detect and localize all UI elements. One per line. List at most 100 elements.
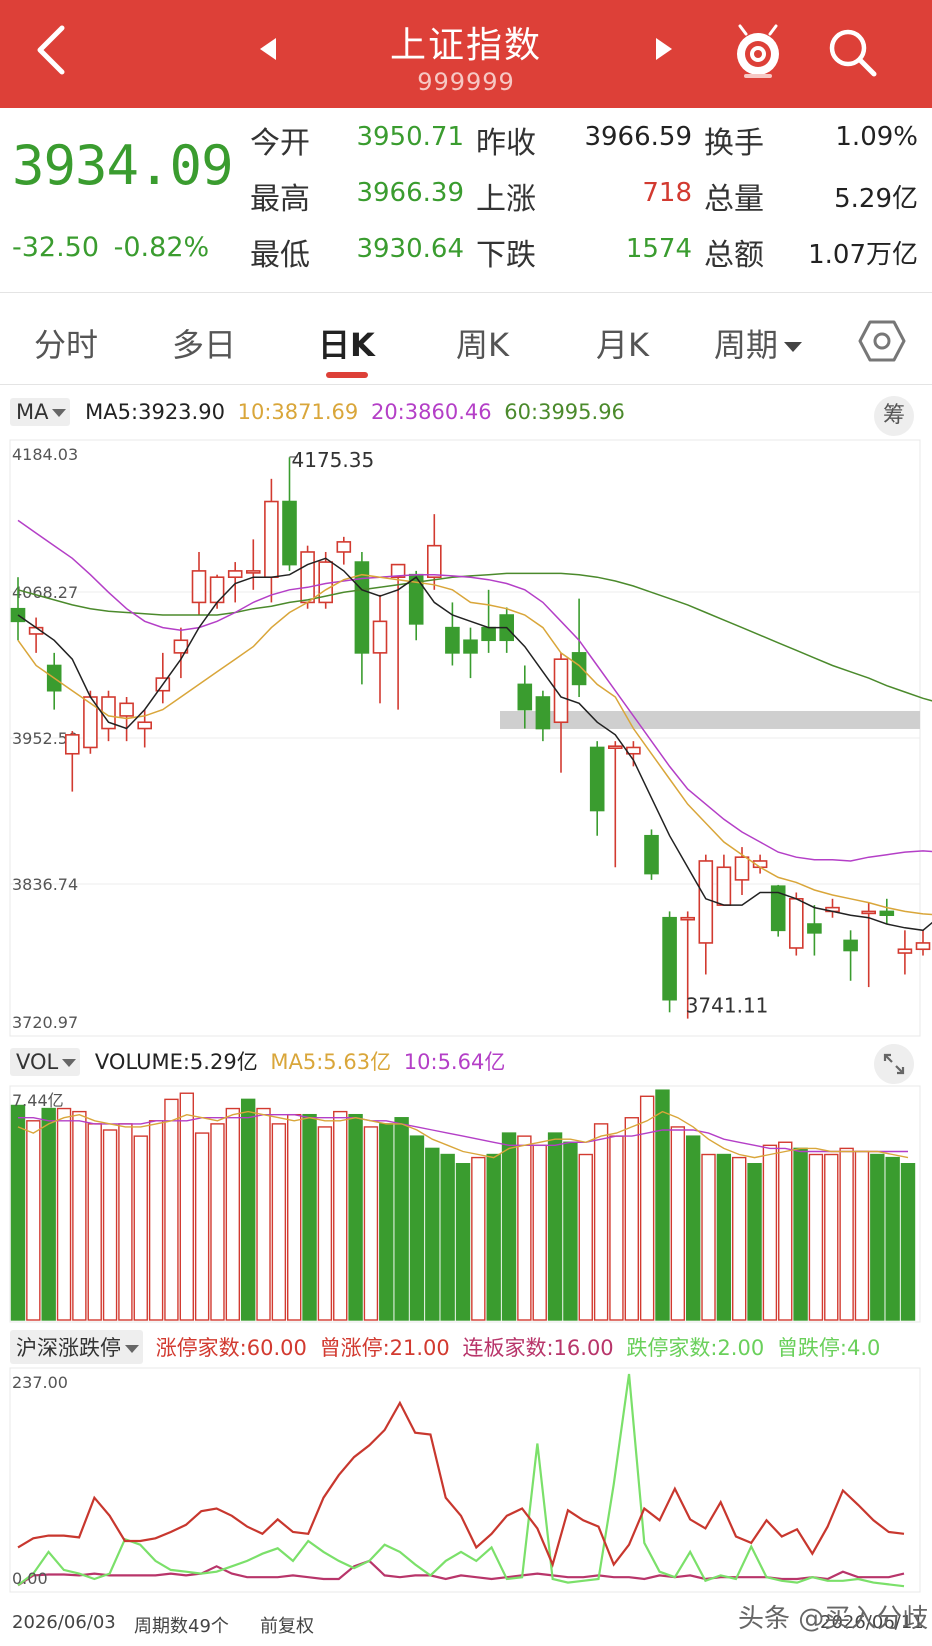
ma10-value: 10:3871.69 [237, 400, 359, 424]
ma60-line [17, 572, 932, 702]
candle-body [589, 746, 605, 812]
quote-value: 3966.59 [584, 122, 692, 152]
quote-label: 总量 [704, 182, 764, 217]
candle-body [119, 702, 134, 717]
volume-bar [701, 1153, 716, 1321]
volume-bar [72, 1110, 87, 1321]
volume-bar [179, 1092, 194, 1321]
quote-label: 今开 [250, 126, 310, 161]
volume-bar [471, 1156, 486, 1321]
candle-body [481, 626, 496, 642]
quote-panel: 3934.09 -32.50 -0.82% 今开 3950.71 昨收 3966.59… [0, 108, 932, 288]
quote-label: 总额 [704, 238, 764, 273]
candle-body [861, 910, 877, 915]
volume-bar [670, 1126, 686, 1321]
candle-body [300, 551, 315, 604]
candle-body [264, 500, 279, 579]
volume-value: VOLUME:5.29亿 [94, 1050, 258, 1074]
candle-body [282, 500, 297, 566]
candle-body [770, 885, 786, 932]
tab-multiday[interactable]: 多日 [172, 326, 237, 364]
volume-bar [732, 1156, 747, 1321]
candle-body [843, 939, 858, 952]
candle-body [445, 626, 460, 654]
tab-monthly-k[interactable]: 月K [596, 326, 649, 364]
page-title: 上证指数 [389, 25, 542, 66]
ma20-value: 20:3860.46 [370, 400, 492, 424]
tabs-divider [0, 384, 932, 385]
kline-chart[interactable]: 4184.03 4068.27 3952.50 3836.74 3720.97 4175.… [0, 436, 932, 1040]
ma5-line [17, 557, 932, 932]
high-price-label: 4175.35 [292, 448, 375, 472]
candle-body [463, 639, 478, 654]
period-tabs: 分时 多日 日K 周K 月K 周期 [0, 300, 932, 380]
quote-value: 1574 [625, 234, 692, 264]
volume-bar [379, 1123, 394, 1321]
low-price-label: 3741.11 [686, 994, 769, 1018]
header-bar: 上证指数 999999 [0, 0, 932, 108]
limit-selector[interactable]: 沪深涨跌停 [10, 1330, 143, 1364]
price-change: -32.50 -0.82% [12, 232, 209, 263]
candle-body [535, 696, 551, 730]
volume-bar [824, 1153, 839, 1321]
volume-bar [394, 1117, 409, 1321]
volume-bar [563, 1141, 578, 1321]
chart-frame [9, 1367, 921, 1593]
candle-body [65, 734, 80, 755]
tab-period-dropdown[interactable]: 周期 [714, 320, 803, 366]
search-icon[interactable] [822, 22, 882, 82]
tab-weekly-k[interactable]: 周K [456, 326, 509, 364]
candle-body [354, 561, 370, 654]
ma-selector-label: MA [16, 400, 49, 424]
limit-axis-top: 237.00 [12, 1373, 68, 1392]
candle-body [915, 942, 931, 951]
volume-bar [870, 1153, 885, 1321]
candle-body [788, 897, 804, 949]
tab-intraday[interactable]: 分时 [34, 326, 99, 364]
ma-selector[interactable]: MA [10, 398, 71, 426]
candle-body [227, 570, 243, 579]
volume-bar [118, 1123, 133, 1321]
volume-bar [409, 1135, 425, 1321]
expand-arrows-icon[interactable] [874, 1044, 914, 1084]
volume-bar [593, 1123, 609, 1321]
volume-bar [287, 1113, 302, 1321]
tab-daily-k[interactable]: 日K [318, 326, 375, 364]
limit-limit_down-line [17, 1373, 905, 1588]
volume-bar [747, 1163, 762, 1321]
volume-bar [348, 1113, 363, 1321]
volume-ma10-line [18, 1114, 908, 1153]
volume-bar [317, 1126, 333, 1321]
price-axis-label: 3836.74 [12, 875, 78, 894]
price-axis-label: 3952.50 [12, 729, 78, 748]
volume-bar [194, 1132, 210, 1321]
volume-bar [854, 1150, 870, 1321]
limit-indicator-bar: 沪深涨跌停 涨停家数:60.00 曾涨停:21.00 连板家数:16.00 跌停… [10, 1330, 880, 1366]
volume-bar [10, 1104, 26, 1321]
candle-body [879, 910, 895, 916]
volume-bar [302, 1113, 317, 1321]
chip-distribution-button[interactable]: 筹 [874, 396, 914, 436]
hexagon-settings-icon[interactable] [858, 318, 906, 364]
volume-bar [210, 1123, 225, 1321]
candle-body [426, 544, 442, 579]
adjust-mode[interactable]: 前复权 [260, 1616, 314, 1637]
robot-assistant-icon[interactable] [728, 22, 788, 82]
candle-body [372, 620, 388, 654]
price-axis-label: 4184.03 [12, 445, 78, 464]
limit-chart[interactable]: 237.00 0.00 [0, 1366, 932, 1606]
ma5-value: MA5:3923.90 [85, 400, 225, 424]
volume-chart[interactable]: 7.44亿 [0, 1084, 932, 1324]
back-chevron-icon[interactable] [28, 20, 72, 80]
volume-bar [517, 1135, 532, 1321]
next-arrow-icon[interactable] [652, 34, 676, 64]
quote-label: 换手 [704, 126, 764, 161]
period-label: 周期 [714, 326, 779, 364]
quote-label: 最高 [250, 182, 310, 217]
vol-ma10-value: 10:5.64亿 [403, 1050, 506, 1074]
ma-indicator-bar: MA MA5:3923.90 10:3871.69 20:3860.46 60:… [10, 398, 625, 434]
vol-selector[interactable]: VOL [10, 1048, 81, 1076]
volume-bar [271, 1123, 287, 1321]
candle-body [336, 541, 352, 553]
prev-arrow-icon[interactable] [256, 34, 280, 64]
